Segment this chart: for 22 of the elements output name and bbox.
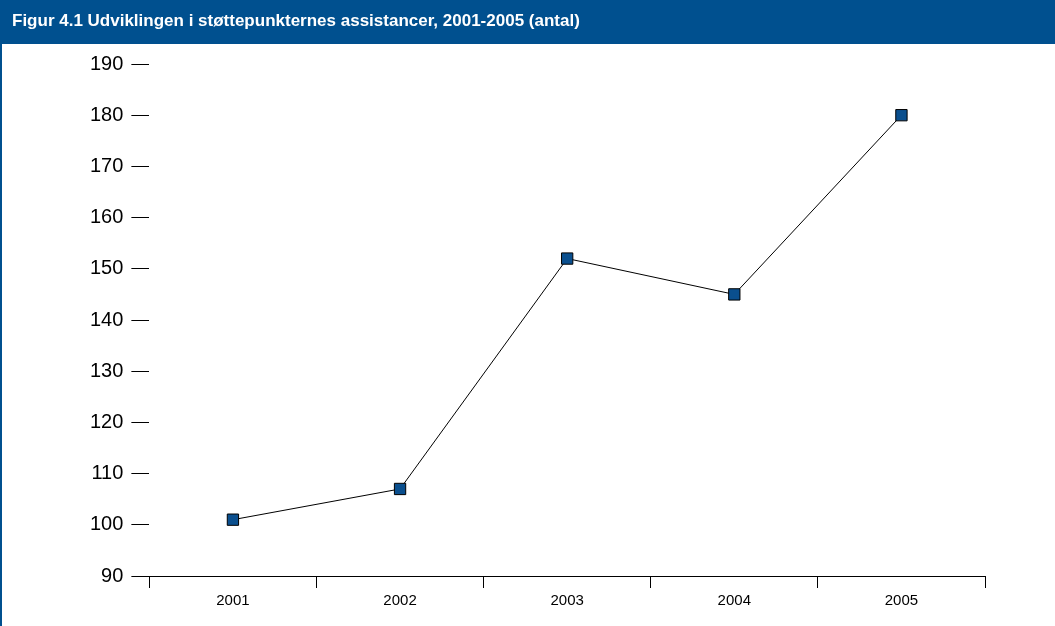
point: [728, 288, 741, 301]
y-tick-label: 180: [89, 102, 124, 125]
y-tick-label: 130: [89, 358, 124, 381]
y-tick-label: 90: [101, 563, 124, 586]
chart-title: Figur 4.1 Udviklingen i støttepunkternes assistancer, 2001-2005 (antal): [0, 0, 1055, 44]
x-tick-label: 2004: [717, 591, 751, 609]
point: [226, 513, 240, 526]
y-tick-label: 120: [89, 409, 124, 432]
point: [895, 109, 908, 122]
x-tick-label: 2003: [550, 591, 584, 609]
y-tick-label: 140: [89, 307, 124, 330]
y-tick-label: 100: [89, 512, 124, 535]
x-tick-label: 2001: [216, 591, 250, 609]
y-tick-label: 150: [89, 256, 124, 279]
x-tick-label: 2002: [383, 591, 417, 609]
y-tick-label: 190: [89, 51, 124, 74]
point: [393, 482, 407, 496]
y-tick-label: 170: [89, 153, 124, 176]
y-tick-label: 110: [91, 461, 124, 484]
point: [561, 252, 574, 265]
y-tick-label: 160: [89, 205, 124, 228]
x-tick-label: 2005: [884, 591, 919, 609]
